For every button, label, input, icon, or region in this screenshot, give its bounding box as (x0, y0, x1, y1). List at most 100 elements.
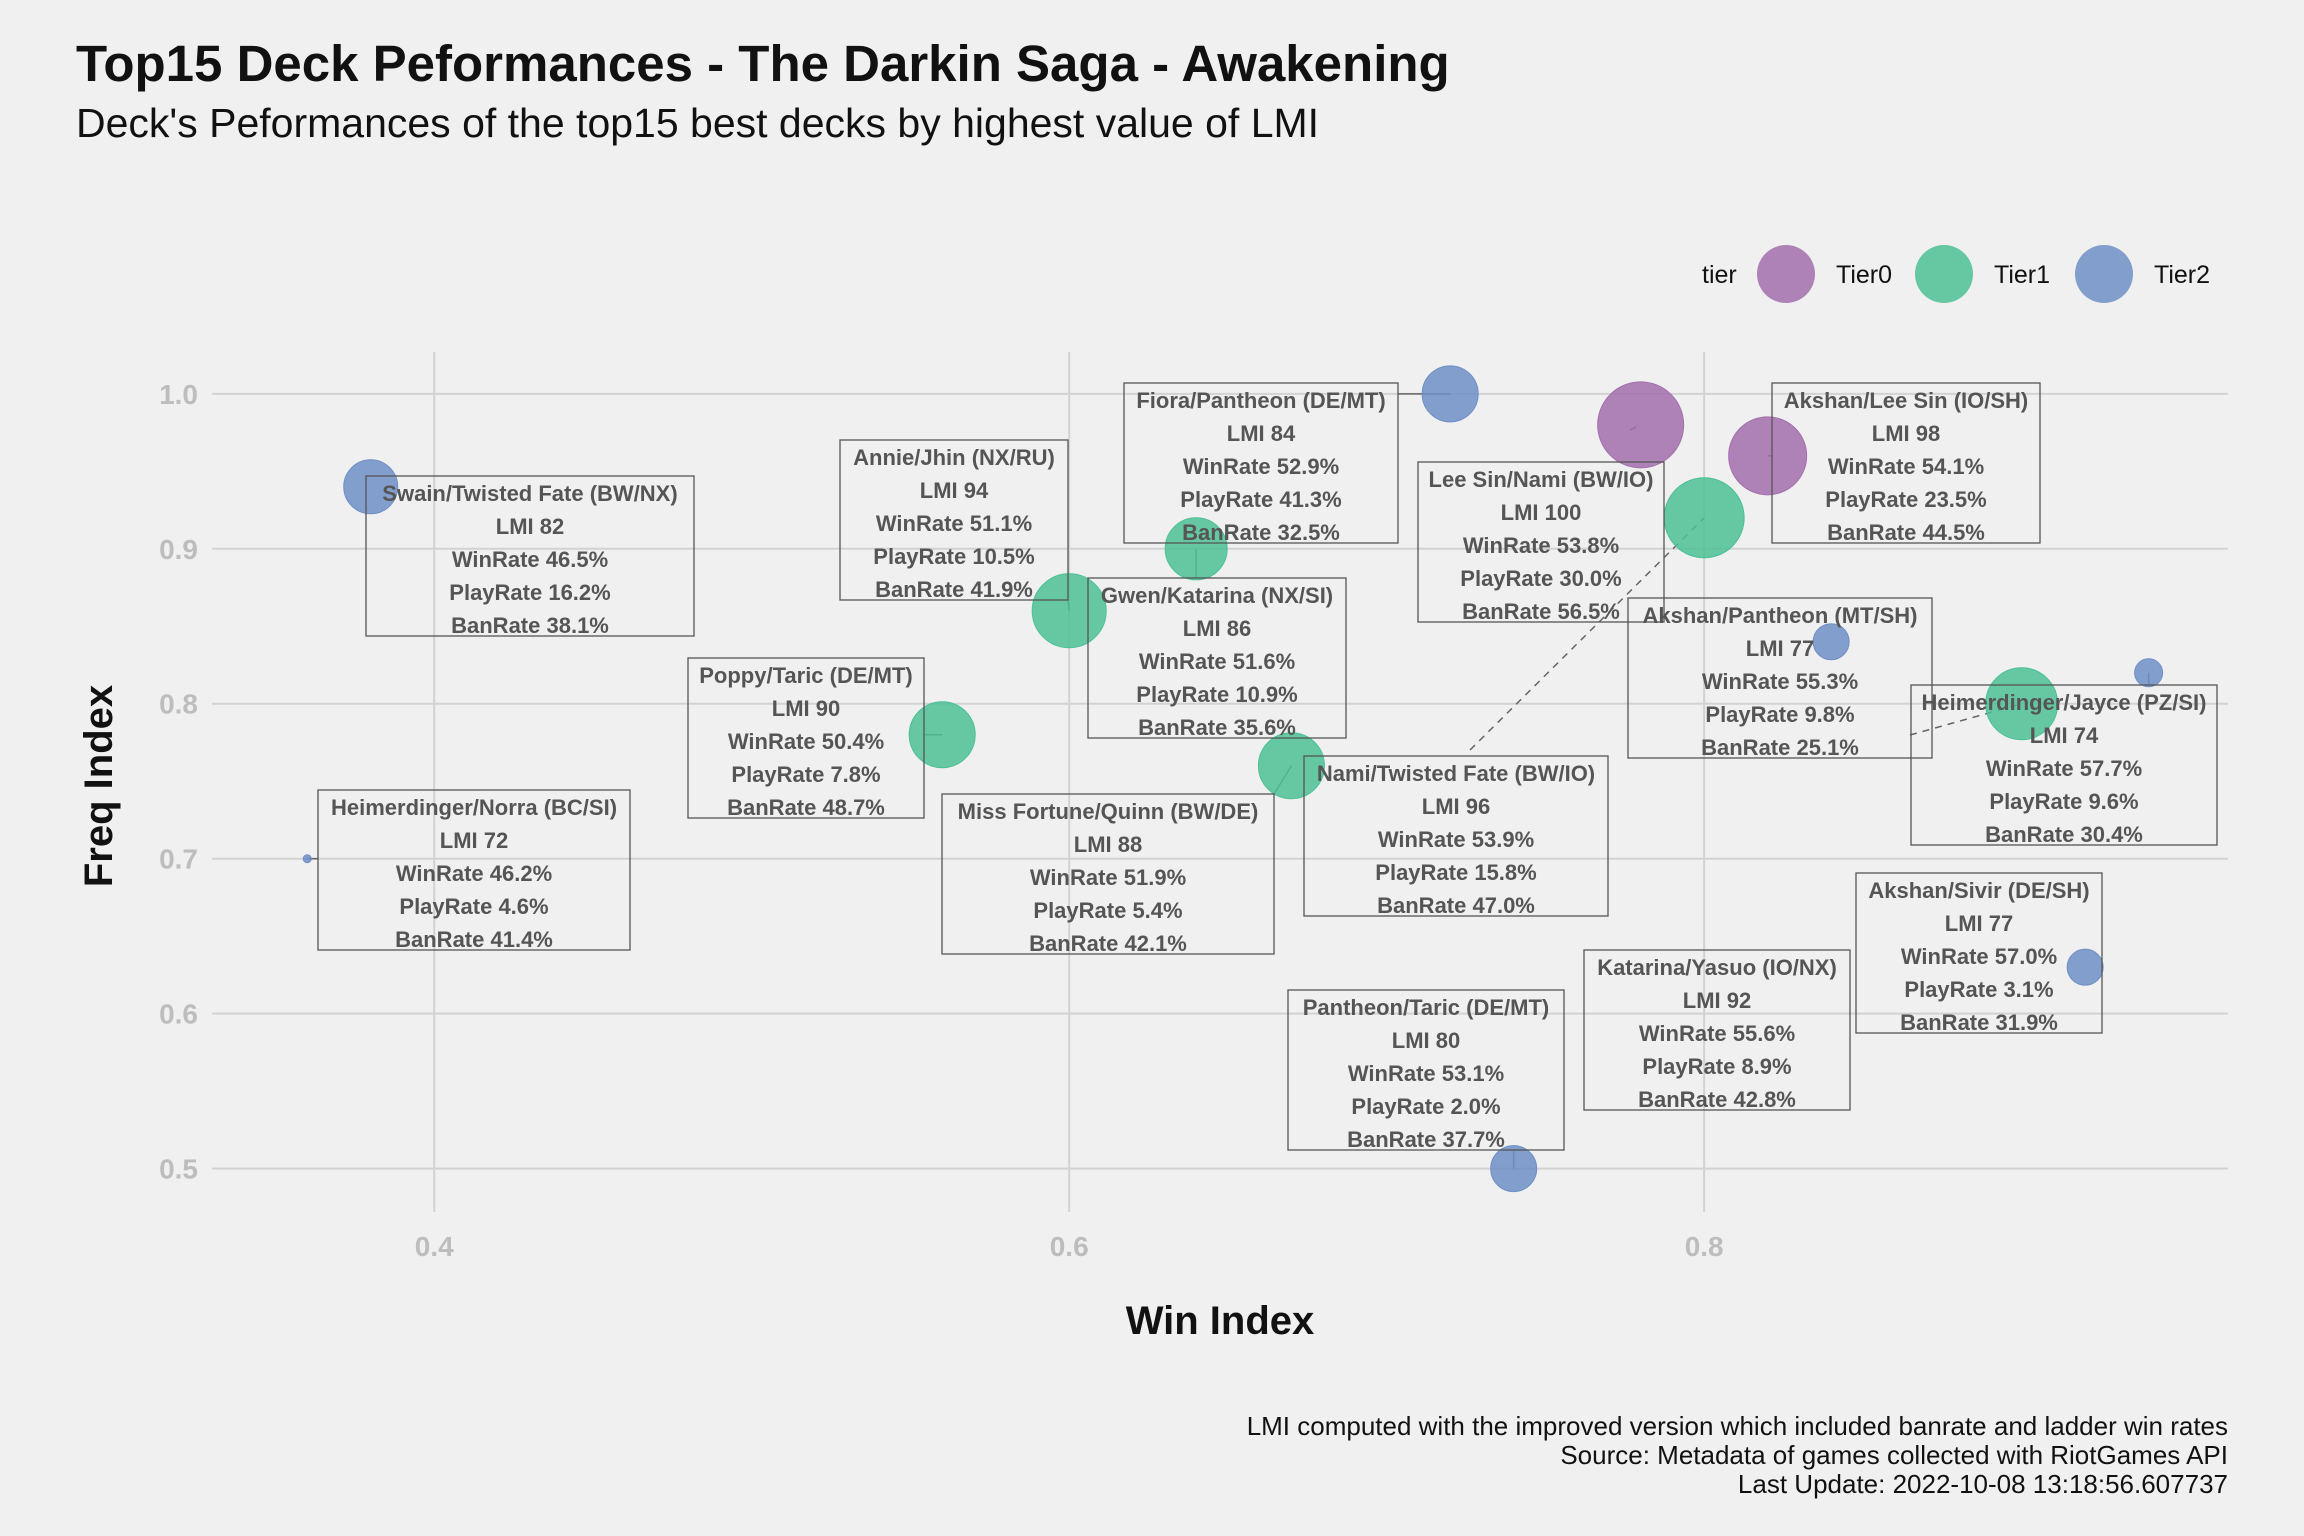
y-tick-label: 0.9 (159, 534, 198, 565)
label-lmi: LMI 84 (1227, 421, 1296, 446)
label-deck: Akshan/Lee Sin (IO/SH) (1784, 388, 2029, 413)
label-box (1303, 755, 1609, 917)
y-tick-label: 0.5 (159, 1154, 198, 1185)
label-deck: Akshan/Sivir (DE/SH) (1868, 878, 2089, 903)
label-deck: Heimerdinger/Jayce (PZ/SI) (1922, 690, 2207, 715)
y-tick-label: 0.6 (159, 999, 198, 1030)
label-box (1123, 382, 1399, 544)
data-point (1257, 732, 1325, 800)
label-deck: Swain/Twisted Fate (BW/NX) (382, 481, 677, 506)
label-deck: Lee Sin/Nami (BW/IO) (1429, 467, 1654, 492)
data-point (1597, 381, 1685, 469)
point-label: Katarina/Yasuo (IO/NX) LMI 92 WinRate 55.6… (1583, 949, 1851, 1112)
label-banrate: BanRate 31.9% (1900, 1010, 2058, 1035)
label-playrate: PlayRate 2.0% (1351, 1094, 1500, 1119)
caption-line-2: Source: Metadata of games collected with… (1560, 1440, 2228, 1470)
label-lmi: LMI 94 (920, 478, 989, 503)
label-deck: Heimerdinger/Norra (BC/SI) (331, 795, 617, 820)
caption: LMI computed with the improved version w… (1247, 1412, 2228, 1499)
legend-key (2075, 245, 2133, 303)
y-tick-label: 1.0 (159, 379, 198, 410)
point-label: Swain/Twisted Fate (BW/NX) LMI 82 WinRate … (365, 475, 695, 638)
label-winrate: WinRate 57.0% (1901, 944, 2057, 969)
label-banrate: BanRate 48.7% (727, 795, 885, 820)
y-axis-ticks: 0.5 0.6 0.7 0.8 0.9 1.0 (159, 379, 198, 1185)
label-playrate: PlayRate 10.9% (1136, 682, 1297, 707)
label-deck: Annie/Jhin (NX/RU) (853, 445, 1055, 470)
point-label: Fiora/Pantheon (DE/MT) LMI 84 WinRate 52.9… (1123, 382, 1399, 545)
label-playrate: PlayRate 9.8% (1705, 702, 1854, 727)
label-playrate: PlayRate 5.4% (1033, 898, 1182, 923)
data-point (1490, 1145, 1538, 1193)
label-banrate: BanRate 38.1% (451, 613, 609, 638)
label-playrate: PlayRate 16.2% (449, 580, 610, 605)
data-point (2066, 948, 2104, 986)
x-axis-ticks: 0.4 0.6 0.8 (415, 1231, 1724, 1262)
label-winrate: WinRate 52.9% (1183, 454, 1339, 479)
label-banrate: BanRate 30.4% (1985, 822, 2143, 847)
label-winrate: WinRate 46.5% (452, 547, 608, 572)
label-box (1287, 989, 1565, 1151)
label-playrate: PlayRate 4.6% (399, 894, 548, 919)
label-winrate: WinRate 51.9% (1030, 865, 1186, 890)
label-box (839, 439, 1069, 601)
label-box (1583, 949, 1851, 1111)
label-lmi: LMI 98 (1872, 421, 1940, 446)
label-box (1771, 382, 2041, 544)
label-winrate: WinRate 54.1% (1828, 454, 1984, 479)
label-lmi: LMI 90 (772, 696, 840, 721)
data-point (1031, 573, 1107, 649)
label-banrate: BanRate 41.9% (875, 577, 1033, 602)
x-tick-label: 0.4 (415, 1231, 454, 1262)
caption-line-1: LMI computed with the improved version w… (1246, 1411, 2228, 1441)
label-banrate: BanRate 25.1% (1701, 735, 1859, 760)
label-box (1910, 684, 2218, 846)
data-point (343, 459, 399, 515)
data-point (1164, 517, 1228, 581)
label-winrate: WinRate 50.4% (728, 729, 884, 754)
data-points (302, 365, 2164, 1193)
x-axis-title: Win Index (1126, 1299, 1315, 1343)
label-winrate: WinRate 55.3% (1702, 669, 1858, 694)
label-box (1855, 872, 2103, 1034)
label-deck: Fiora/Pantheon (DE/MT) (1136, 388, 1385, 413)
label-winrate: WinRate 53.9% (1378, 827, 1534, 852)
point-label: Poppy/Taric (DE/MT) LMI 90 WinRate 50.4% Pl… (687, 657, 925, 820)
label-banrate: BanRate 37.7% (1347, 1127, 1505, 1152)
label-box (687, 657, 925, 819)
chart-subtitle: Deck's Peformances of the top15 best dec… (76, 100, 1320, 146)
chart-title: Top15 Deck Peformances - The Darkin Saga… (76, 35, 1450, 92)
point-label: Miss Fortune/Quinn (BW/DE) LMI 88 WinRate … (941, 793, 1275, 956)
label-playrate: PlayRate 23.5% (1825, 487, 1986, 512)
label-lmi: LMI 77 (1945, 911, 2013, 936)
legend-item: Tier1 (1915, 245, 2050, 303)
point-label: Akshan/Pantheon (MT/SH) LMI 77 WinRate 55.… (1627, 597, 1933, 760)
label-playrate: PlayRate 41.3% (1180, 487, 1341, 512)
label-banrate: BanRate 32.5% (1182, 520, 1340, 545)
point-label: Akshan/Sivir (DE/SH) LMI 77 WinRate 57.0% P… (1855, 872, 2103, 1035)
data-point (1728, 416, 1808, 496)
legend-title: tier (1702, 261, 1737, 289)
point-label: Nami/Twisted Fate (BW/IO) LMI 96 WinRate 5… (1303, 755, 1609, 918)
y-axis-title: Freq Index (77, 685, 121, 887)
x-tick-label: 0.6 (1050, 1231, 1089, 1262)
label-deck: Miss Fortune/Quinn (BW/DE) (958, 799, 1259, 824)
label-winrate: WinRate 55.6% (1639, 1021, 1795, 1046)
label-winrate: WinRate 51.1% (876, 511, 1032, 536)
data-point (1812, 623, 1850, 661)
label-lmi: LMI 92 (1683, 988, 1751, 1013)
label-deck: Poppy/Taric (DE/MT) (699, 663, 913, 688)
label-box (1627, 597, 1933, 759)
label-box (365, 475, 695, 637)
label-banrate: BanRate 42.1% (1029, 931, 1187, 956)
data-point (302, 854, 312, 864)
label-deck: Nami/Twisted Fate (BW/IO) (1317, 761, 1595, 786)
legend-key (1915, 245, 1973, 303)
data-point (1421, 365, 1479, 423)
label-lmi: LMI 82 (496, 514, 564, 539)
label-lmi: LMI 80 (1392, 1028, 1460, 1053)
label-winrate: WinRate 53.8% (1463, 533, 1619, 558)
label-deck: Pantheon/Taric (DE/MT) (1303, 995, 1550, 1020)
label-playrate: PlayRate 3.1% (1904, 977, 2053, 1002)
point-label: Akshan/Lee Sin (IO/SH) LMI 98 WinRate 54.1… (1771, 382, 2041, 545)
